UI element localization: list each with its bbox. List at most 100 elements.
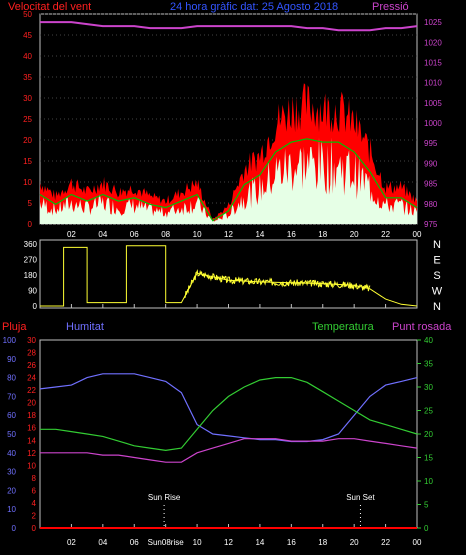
tick-label: 26 [27, 361, 36, 370]
tick-label: 25 [424, 407, 433, 416]
tick-label: 30 [23, 94, 32, 103]
tick-label: 0 [424, 524, 429, 533]
tick-label: 20 [23, 136, 32, 145]
tick-label: 15 [424, 454, 433, 463]
compass-label: W [432, 286, 443, 298]
tick-label: 24 [27, 374, 36, 383]
tick-label: 2 [32, 511, 37, 520]
wind-direction-axis: 0 90 180 270 360 [24, 240, 38, 311]
tick-label: 5 [28, 199, 33, 208]
tick-label: 22 [27, 386, 36, 395]
tick-label: 40 [23, 52, 32, 61]
tick-label: 10 [27, 461, 36, 470]
tick-label: 20 [7, 486, 16, 495]
tick-label: 8 [32, 474, 37, 483]
x-tick-label: 10 [193, 230, 202, 239]
compass-label: E [433, 255, 440, 267]
x-tick-label: 16 [287, 230, 296, 239]
tick-label: 1010 [424, 79, 442, 88]
tick-label: 1015 [424, 58, 442, 67]
humidity-label: Humitat [66, 321, 104, 333]
tick-label: 35 [424, 360, 433, 369]
tick-label: 1000 [424, 119, 442, 128]
x-tick-label: 20 [350, 538, 359, 547]
wind-average-area [40, 137, 417, 224]
tick-label: 180 [24, 271, 38, 280]
tick-label: 30 [27, 336, 36, 345]
tick-label: 10 [7, 505, 16, 514]
series-line [39, 373, 418, 443]
tick-label: 270 [24, 256, 38, 265]
x-tick-label: 02 [67, 230, 76, 239]
series-line [40, 377, 418, 452]
tick-label: 14 [27, 436, 36, 445]
x-tick-label: 12 [224, 230, 233, 239]
compass-label: S [433, 270, 440, 282]
tick-label: 16 [27, 424, 36, 433]
tick-label: 40 [424, 336, 433, 345]
tick-label: 990 [424, 159, 438, 168]
pressure-axis: 975 980 985 990 995 1000 1005 1010 1015 1020 1025 [424, 18, 442, 229]
x-tick-label: 18 [318, 230, 327, 239]
wind-direction-variation [184, 268, 371, 299]
temperature-label: Temperatura [312, 321, 375, 333]
tick-label: 20 [424, 430, 433, 439]
tick-label: 1025 [424, 18, 442, 27]
tick-label: 985 [424, 180, 438, 189]
direction-time-axis [70, 304, 418, 308]
tick-label: 60 [7, 411, 16, 420]
top-chart-title: 24 hora gràfic dat: 25 Agosto 2018 [170, 1, 338, 13]
tick-label: 50 [7, 430, 16, 439]
tick-label: 28 [27, 349, 36, 358]
tick-label: 30 [7, 468, 16, 477]
tick-label: 30 [424, 383, 433, 392]
x-tick-label: Sun08rise [148, 538, 185, 547]
x-tick-label: 22 [381, 230, 390, 239]
tick-label: 0 [28, 220, 33, 229]
tick-label: 10 [424, 477, 433, 486]
x-tick-label: 04 [98, 538, 107, 547]
tick-label: 1020 [424, 38, 442, 47]
x-tick-label: 10 [193, 538, 202, 547]
x-tick-label: 04 [98, 230, 107, 239]
x-tick-label: 20 [350, 230, 359, 239]
sun-set-label: Sun Set [346, 493, 375, 502]
wind-speed-label: Velocitat del vent [8, 1, 91, 13]
x-tick-label: 14 [255, 230, 264, 239]
sun-rise-label: Sun Rise [148, 493, 181, 502]
tick-label: 10 [23, 178, 32, 187]
wind-direction-frame [39, 239, 418, 309]
tick-label: 40 [7, 449, 16, 458]
tick-label: 360 [24, 240, 38, 249]
wind-speed-axis: 0 5 10 15 20 25 30 35 40 45 50 [23, 10, 32, 229]
x-tick-label: 18 [318, 538, 327, 547]
tick-label: 12 [27, 449, 36, 458]
compass-label: N [433, 301, 441, 313]
x-tick-label: 16 [287, 538, 296, 547]
dewpoint-label: Punt rosada [392, 321, 452, 333]
rain-label: Pluja [2, 321, 27, 333]
x-tick-label: 22 [381, 538, 390, 547]
humidity-axis: 0 10 20 30 40 50 60 70 80 90 100 [3, 336, 17, 533]
series-line [40, 438, 418, 463]
pressure-line [40, 21, 418, 32]
x-tick-label: 02 [67, 538, 76, 547]
pressure-label: Pressió [372, 1, 409, 13]
x-tick-label: 14 [255, 538, 264, 547]
tick-label: 0 [33, 302, 38, 311]
tick-label: 90 [7, 355, 16, 364]
tick-label: 0 [32, 524, 37, 533]
x-tick-label: 00 [413, 230, 422, 239]
x-tick-label: 06 [130, 538, 139, 547]
compass-label: N [433, 239, 441, 251]
tick-label: 100 [3, 336, 17, 345]
bottom-time-axis: 02 04 06 Sun08rise 10 12 14 16 18 20 22 00 [67, 524, 422, 547]
tick-label: 70 [7, 392, 16, 401]
tick-label: 995 [424, 139, 438, 148]
tick-label: 1005 [424, 99, 442, 108]
tick-label: 975 [424, 220, 438, 229]
x-tick-label: 12 [224, 538, 233, 547]
x-tick-label: 06 [130, 230, 139, 239]
